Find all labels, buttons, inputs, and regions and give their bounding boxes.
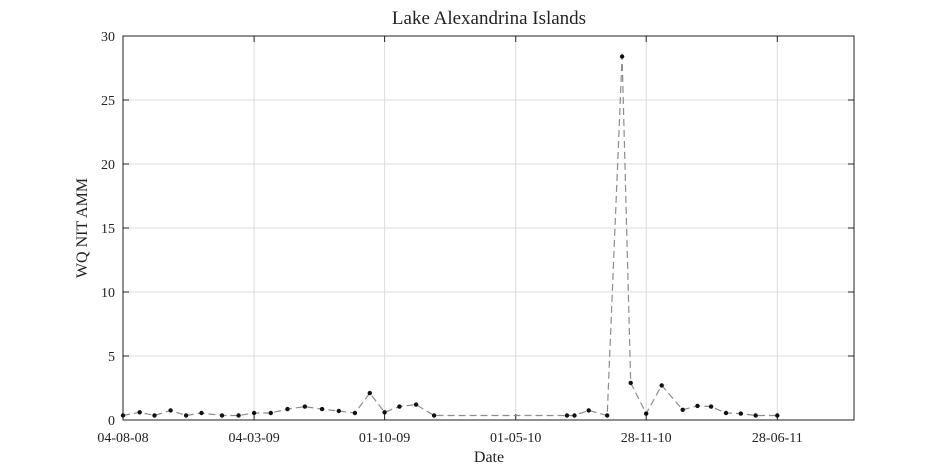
x-tick-label: 01-05-10: [490, 431, 541, 446]
x-tick-label: 28-06-11: [752, 431, 803, 446]
x-tick-label: 28-11-10: [621, 431, 672, 446]
data-point: [268, 410, 273, 416]
data-point: [738, 411, 743, 416]
y-tick-label: 25: [101, 94, 115, 109]
data-point: [236, 413, 241, 418]
y-tick-label: 30: [101, 30, 115, 45]
data-point: [152, 413, 157, 418]
series-line: [122, 56, 778, 417]
x-tick-label: 04-08-08: [97, 431, 148, 446]
axis-ticks: [122, 35, 854, 421]
data-point: [753, 413, 758, 418]
data-point: [168, 408, 173, 413]
data-point: [183, 413, 189, 418]
data-point: [336, 408, 341, 414]
data-point: [302, 404, 307, 409]
data-point: [564, 413, 570, 418]
grid-lines: [122, 35, 854, 421]
data-points: [120, 54, 780, 418]
y-tick-label: 20: [101, 158, 115, 173]
data-point: [695, 403, 700, 409]
tick-labels: 04-08-08 04-03-09 01-10-09 01-05-10 28-11-10…: [97, 30, 802, 446]
y-tick-label: 0: [108, 414, 115, 429]
y-axis-label: WQ NIT AMM: [74, 178, 91, 278]
x-tick-label: 04-03-09: [228, 431, 279, 446]
chart-title: Lake Alexandrina Islands: [392, 8, 586, 29]
data-point: [708, 404, 714, 409]
data-point: [352, 410, 358, 416]
data-point: [572, 413, 577, 418]
data-point: [367, 390, 372, 396]
data-point: [659, 383, 664, 388]
x-axis-label: Date: [474, 449, 504, 466]
y-tick-label: 15: [101, 222, 115, 237]
y-tick-label: 10: [101, 286, 115, 301]
data-point: [120, 413, 126, 418]
y-tick-label: 5: [108, 350, 115, 365]
data-point: [644, 411, 649, 416]
data-point: [319, 406, 325, 412]
data-point: [431, 413, 437, 418]
data-point: [251, 410, 257, 416]
data-point: [397, 404, 402, 409]
data-point: [382, 410, 387, 415]
data-point: [137, 410, 142, 415]
data-point: [723, 410, 729, 416]
data-point: [775, 413, 780, 418]
data-point: [586, 408, 591, 413]
data-point: [680, 407, 685, 412]
data-point: [219, 413, 225, 418]
x-tick-label: 01-10-09: [359, 431, 410, 446]
data-point: [619, 54, 625, 59]
data-point: [605, 413, 610, 418]
data-point: [199, 410, 204, 416]
data-point: [285, 406, 290, 412]
data-point: [413, 402, 419, 407]
data-point: [628, 380, 633, 386]
